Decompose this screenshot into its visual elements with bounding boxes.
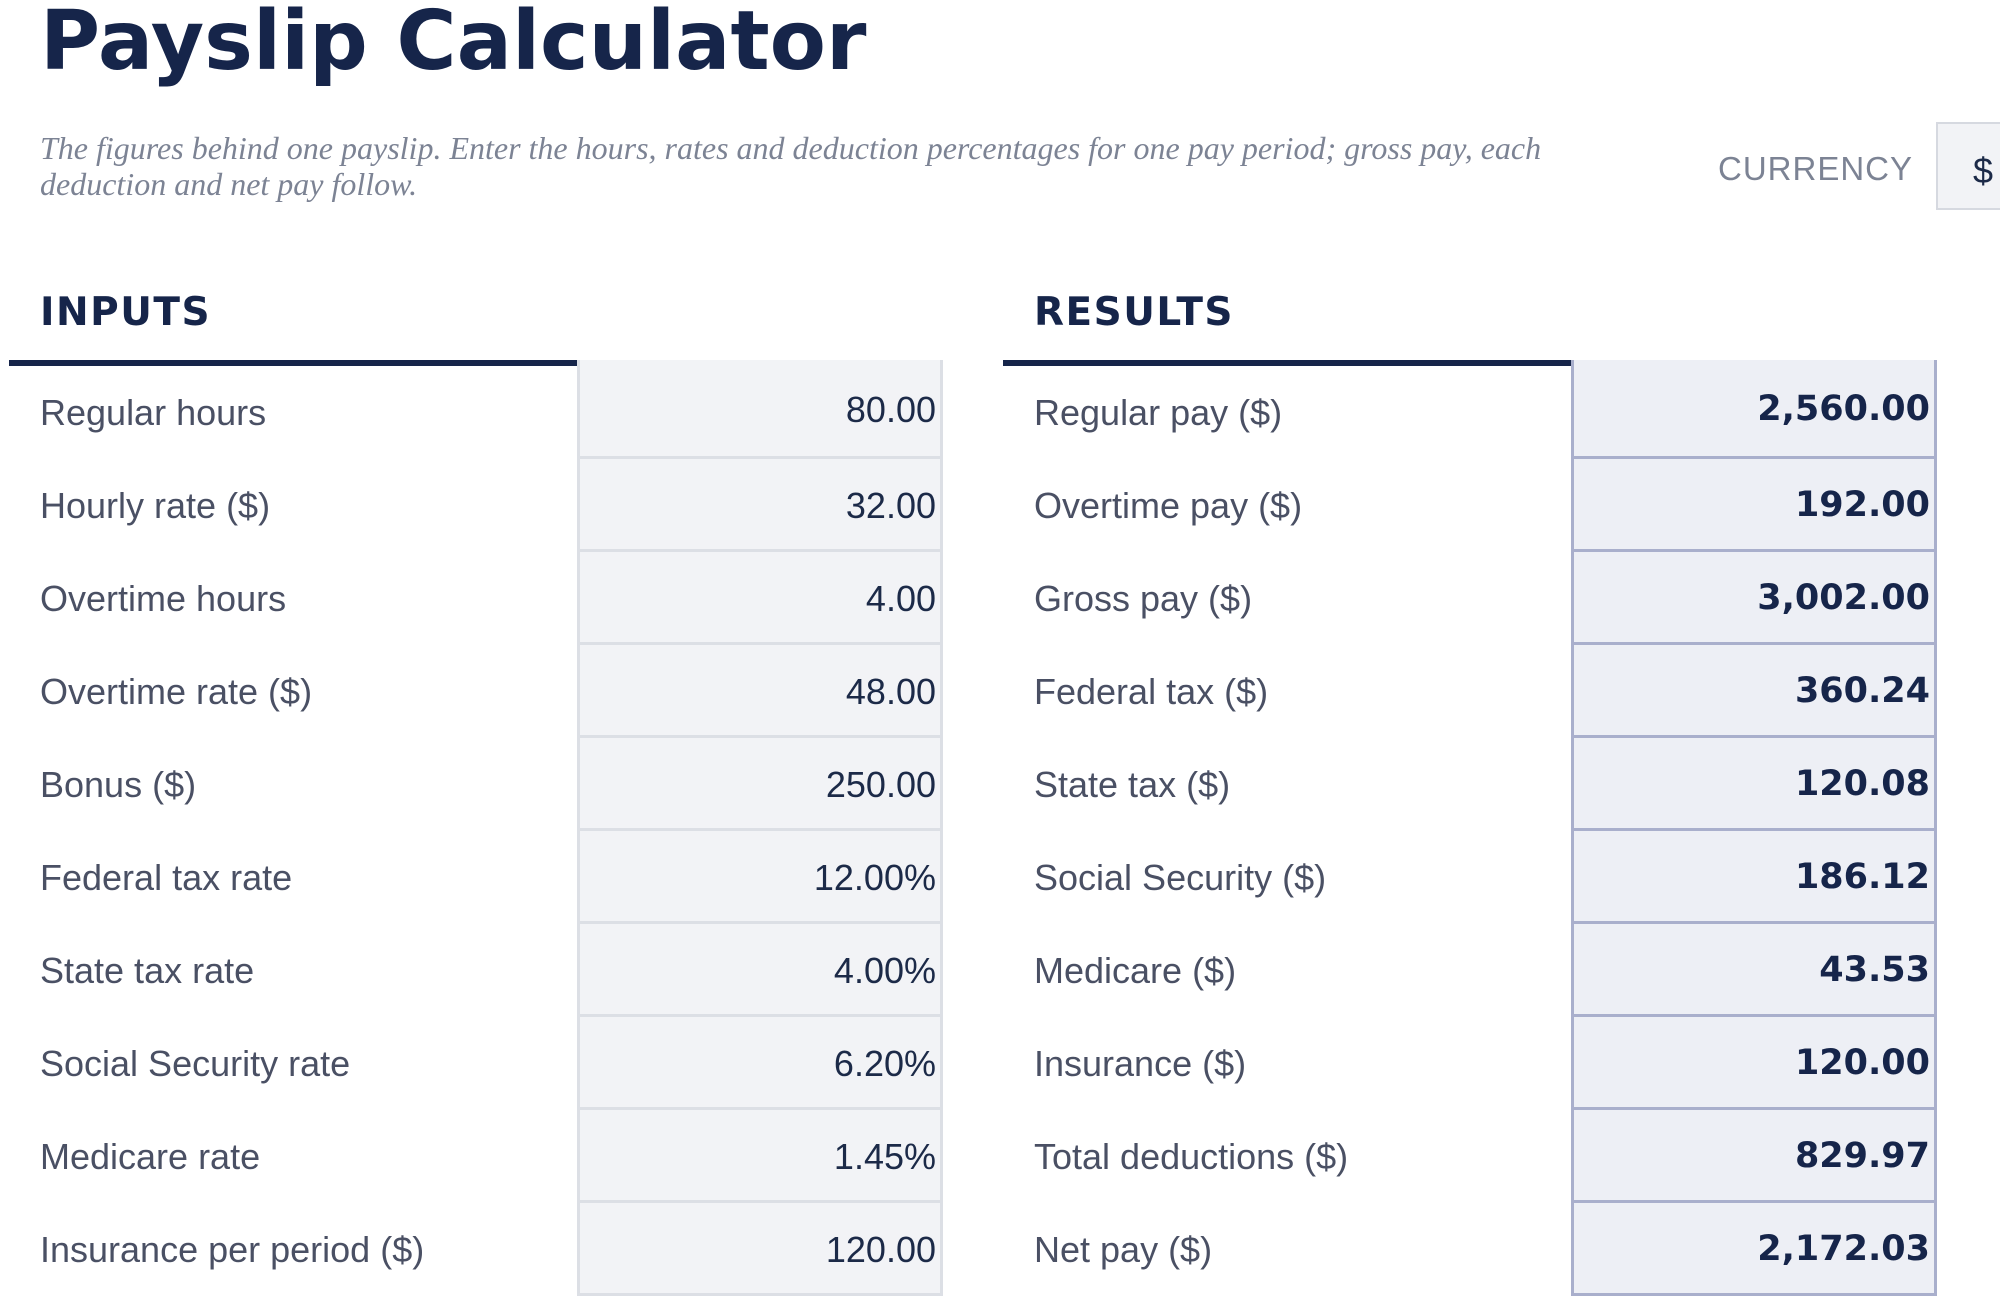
input-row-federal-tax-rate: Federal tax rate 12.00%: [9, 831, 943, 924]
hourly-rate-input[interactable]: 32.00: [577, 459, 943, 552]
total-deductions-value: 829.97: [1571, 1110, 1937, 1203]
results-heading: RESULTS: [1034, 290, 1235, 335]
result-row-net-pay: Net pay ($) 2,172.03: [1003, 1203, 1937, 1296]
input-row-social-security-rate: Social Security rate 6.20%: [9, 1017, 943, 1110]
input-label: Overtime hours: [40, 578, 287, 619]
result-row-medicare: Medicare ($) 43.53: [1003, 924, 1937, 1017]
federal-tax-rate-input[interactable]: 12.00%: [577, 831, 943, 924]
result-row-overtime-pay: Overtime pay ($) 192.00: [1003, 459, 1937, 552]
result-row-state-tax: State tax ($) 120.08: [1003, 738, 1937, 831]
page-description: The figures behind one payslip. Enter th…: [40, 130, 1542, 202]
currency-input[interactable]: $: [1936, 122, 2000, 210]
result-row-regular-pay: Regular pay ($) 2,560.00: [1003, 360, 1937, 459]
state-tax-rate-input[interactable]: 4.00%: [577, 924, 943, 1017]
gross-pay-value: 3,002.00: [1571, 552, 1937, 645]
input-row-state-tax-rate: State tax rate 4.00%: [9, 924, 943, 1017]
input-label: Regular hours: [40, 392, 267, 433]
inputs-heading: INPUTS: [40, 290, 212, 335]
inputs-table: Regular hours 80.00 Hourly rate ($) 32.0…: [9, 360, 943, 1296]
result-label: Total deductions ($): [1034, 1136, 1349, 1177]
net-pay-value: 2,172.03: [1571, 1203, 1937, 1296]
result-row-gross-pay: Gross pay ($) 3,002.00: [1003, 552, 1937, 645]
input-row-hourly-rate: Hourly rate ($) 32.00: [9, 459, 943, 552]
input-label: Federal tax rate: [40, 857, 293, 898]
result-label: Insurance ($): [1034, 1043, 1247, 1084]
result-label: Regular pay ($): [1034, 392, 1283, 433]
regular-hours-input[interactable]: 80.00: [577, 360, 943, 459]
bonus-input[interactable]: 250.00: [577, 738, 943, 831]
result-row-total-deductions: Total deductions ($) 829.97: [1003, 1110, 1937, 1203]
results-table: Regular pay ($) 2,560.00 Overtime pay ($…: [1003, 360, 1937, 1296]
input-row-overtime-rate: Overtime rate ($) 48.00: [9, 645, 943, 738]
result-row-federal-tax: Federal tax ($) 360.24: [1003, 645, 1937, 738]
result-label: Federal tax ($): [1034, 671, 1269, 712]
medicare-rate-input[interactable]: 1.45%: [577, 1110, 943, 1203]
input-row-insurance: Insurance per period ($) 120.00: [9, 1203, 943, 1296]
input-label: Bonus ($): [40, 764, 197, 805]
insurance-input[interactable]: 120.00: [577, 1203, 943, 1296]
currency-label: CURRENCY: [1718, 150, 1914, 187]
overtime-hours-input[interactable]: 4.00: [577, 552, 943, 645]
insurance-value: 120.00: [1571, 1017, 1937, 1110]
result-row-insurance: Insurance ($) 120.00: [1003, 1017, 1937, 1110]
result-label: State tax ($): [1034, 764, 1231, 805]
input-label: Social Security rate: [40, 1043, 351, 1084]
social-security-value: 186.12: [1571, 831, 1937, 924]
input-row-regular-hours: Regular hours 80.00: [9, 360, 943, 459]
input-row-overtime-hours: Overtime hours 4.00: [9, 552, 943, 645]
result-label: Gross pay ($): [1034, 578, 1253, 619]
input-row-medicare-rate: Medicare rate 1.45%: [9, 1110, 943, 1203]
input-label: State tax rate: [40, 950, 255, 991]
input-label: Hourly rate ($): [40, 485, 271, 526]
result-label: Medicare ($): [1034, 950, 1237, 991]
overtime-rate-input[interactable]: 48.00: [577, 645, 943, 738]
result-label: Net pay ($): [1034, 1229, 1213, 1270]
input-label: Overtime rate ($): [40, 671, 313, 712]
social-security-rate-input[interactable]: 6.20%: [577, 1017, 943, 1110]
result-row-social-security: Social Security ($) 186.12: [1003, 831, 1937, 924]
regular-pay-value: 2,560.00: [1571, 360, 1937, 459]
input-label: Medicare rate: [40, 1136, 261, 1177]
federal-tax-value: 360.24: [1571, 645, 1937, 738]
state-tax-value: 120.08: [1571, 738, 1937, 831]
page-title: Payslip Calculator: [40, 0, 867, 89]
result-label: Social Security ($): [1034, 857, 1327, 898]
input-label: Insurance per period ($): [40, 1229, 425, 1270]
result-label: Overtime pay ($): [1034, 485, 1303, 526]
medicare-value: 43.53: [1571, 924, 1937, 1017]
overtime-pay-value: 192.00: [1571, 459, 1937, 552]
input-row-bonus: Bonus ($) 250.00: [9, 738, 943, 831]
